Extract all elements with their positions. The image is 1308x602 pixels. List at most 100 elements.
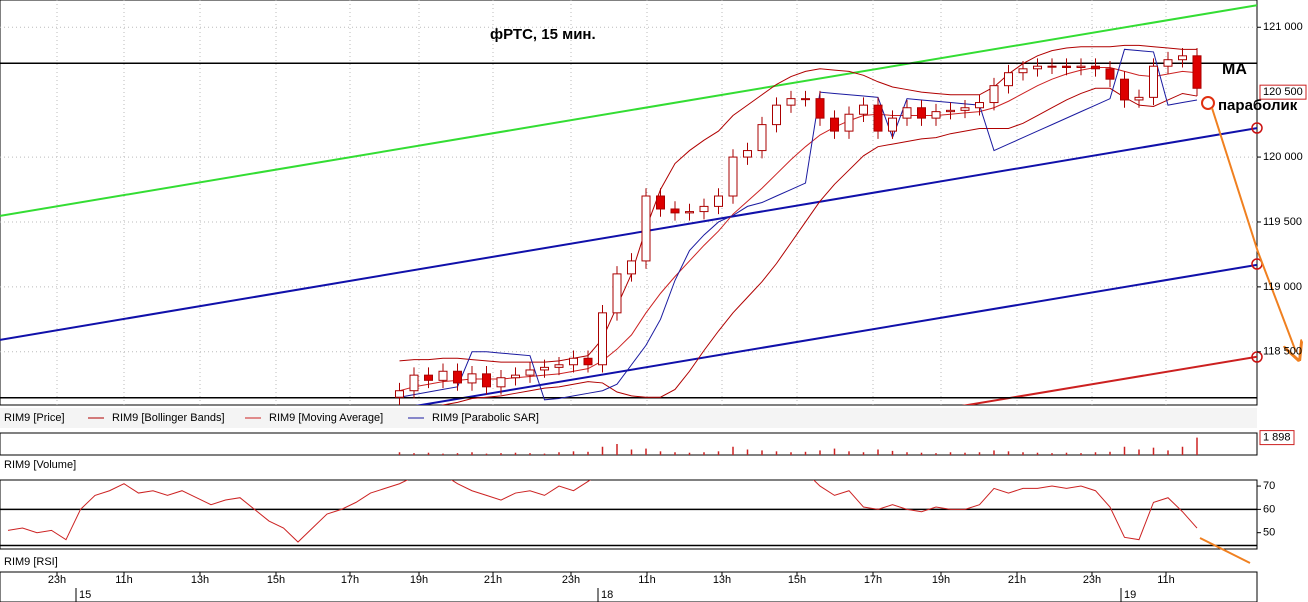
x-tick-label: 11h: [1157, 574, 1175, 586]
panel-label: RIM9 [Volume]: [4, 459, 76, 471]
y-tick-label: 119 500: [1263, 216, 1302, 228]
candle-body: [453, 370, 462, 384]
x-tick-label: 21h: [484, 574, 502, 586]
candle-body: [1062, 65, 1071, 68]
x-tick-label: 19h: [410, 574, 428, 586]
rsi-plot: [0, 480, 1257, 547]
volume-plot: [398, 437, 1198, 455]
day-label: 15: [79, 589, 91, 601]
price-marker-box: [1259, 84, 1307, 100]
candle-body: [902, 107, 912, 119]
candle-body: [496, 377, 506, 388]
candle-body: [1018, 68, 1028, 74]
y-tick-label: 50: [1263, 527, 1275, 539]
candle-body: [685, 211, 694, 214]
volume-marker-box: [1259, 430, 1295, 446]
price-plot: [0, 0, 1257, 405]
candle-body: [844, 113, 854, 132]
x-tick-label: 13h: [191, 574, 209, 586]
candle-body: [931, 111, 941, 119]
candle-body: [583, 357, 593, 366]
rsi-panel: [0, 479, 1258, 550]
candle-body: [699, 205, 709, 213]
candle-body: [815, 98, 825, 119]
annotation: МА: [1222, 61, 1247, 78]
candle-body: [1163, 59, 1173, 67]
marker-circle: [1251, 122, 1263, 134]
chart-title: фРТС, 15 мин.: [490, 26, 596, 43]
candle-body: [1004, 72, 1013, 87]
x-tick-label: 15h: [788, 574, 806, 586]
candle-body: [772, 104, 781, 126]
candle-body: [1105, 68, 1115, 80]
y-tick-label: 70: [1263, 480, 1275, 492]
candle-body: [960, 107, 970, 111]
x-tick-label: 19h: [932, 574, 950, 586]
x-tick-label: 17h: [341, 574, 359, 586]
candle-body: [641, 195, 651, 262]
candle-body: [424, 374, 433, 381]
legend-label: RIM9 [Parabolic SAR]: [432, 412, 539, 424]
trend-line: [0, 127, 1257, 341]
candle-body: [989, 85, 999, 104]
candle-body: [743, 150, 752, 158]
candle-body: [656, 195, 665, 210]
candle-body: [395, 390, 404, 398]
candle-body: [1091, 65, 1100, 70]
x-tick-label: 11h: [638, 574, 656, 586]
panel-label: RIM9 [RSI]: [4, 556, 58, 568]
x-tick-label: 11h: [115, 574, 133, 586]
x-tick-label: 21h: [1008, 574, 1026, 586]
marker-circle: [1201, 96, 1215, 110]
trend-line: [415, 263, 1257, 405]
y-tick-label: 121 000: [1263, 21, 1303, 33]
forecast-arrow: [1199, 537, 1251, 564]
x-tick-label: 23h: [562, 574, 580, 586]
x-tick-label: 23h: [1083, 574, 1101, 586]
candle-body: [467, 373, 477, 384]
price-panel: [0, 0, 1258, 406]
candle-body: [482, 373, 491, 388]
day-label: 19: [1124, 589, 1136, 601]
candle-body: [946, 109, 955, 113]
candle-body: [569, 357, 578, 366]
y-tick-label: 120 000: [1263, 151, 1303, 163]
annotation: параболик: [1218, 97, 1298, 114]
candle-body: [1178, 55, 1187, 61]
x-tick-label: 15h: [267, 574, 285, 586]
forecast-arrow: [1211, 107, 1296, 352]
bollinger-lower: [441, 87, 1198, 405]
candle-body: [714, 195, 723, 207]
y-tick-label: 60: [1263, 503, 1275, 515]
candle-body: [1047, 65, 1057, 68]
y-tick-label: 1 898: [1263, 432, 1291, 444]
candle-body: [670, 208, 680, 214]
candle-body: [1192, 55, 1202, 89]
candle-body: [757, 124, 767, 152]
candle-body: [540, 366, 549, 371]
overlay: фРТС, 15 мин. МА параболик RIM9 [Price] …: [4, 21, 1307, 602]
indicator-line: [399, 67, 1198, 392]
candle-body: [511, 374, 520, 379]
candle-body: [598, 312, 607, 366]
legend-label: RIM9 [Price]: [4, 412, 65, 424]
rsi-line: [7, 480, 1198, 543]
candle-body: [859, 104, 868, 115]
candle-body: [917, 107, 926, 119]
candle-body: [438, 370, 448, 381]
candle-body: [554, 364, 564, 368]
legend-label: RIM9 [Bollinger Bands]: [112, 412, 225, 424]
candle-body: [525, 369, 535, 376]
candle-body: [1149, 65, 1158, 98]
time-axis: [0, 571, 1258, 602]
candle-body: [1076, 65, 1086, 68]
trend-line: [961, 355, 1257, 405]
candle-body: [873, 104, 883, 132]
price-marker-label: 120 500: [1263, 86, 1303, 98]
volume-panel: [0, 432, 1258, 456]
y-tick-label: 118 500: [1263, 346, 1302, 358]
candle-body: [1120, 78, 1129, 101]
candle-body: [1033, 65, 1042, 70]
candle-body: [975, 102, 984, 109]
